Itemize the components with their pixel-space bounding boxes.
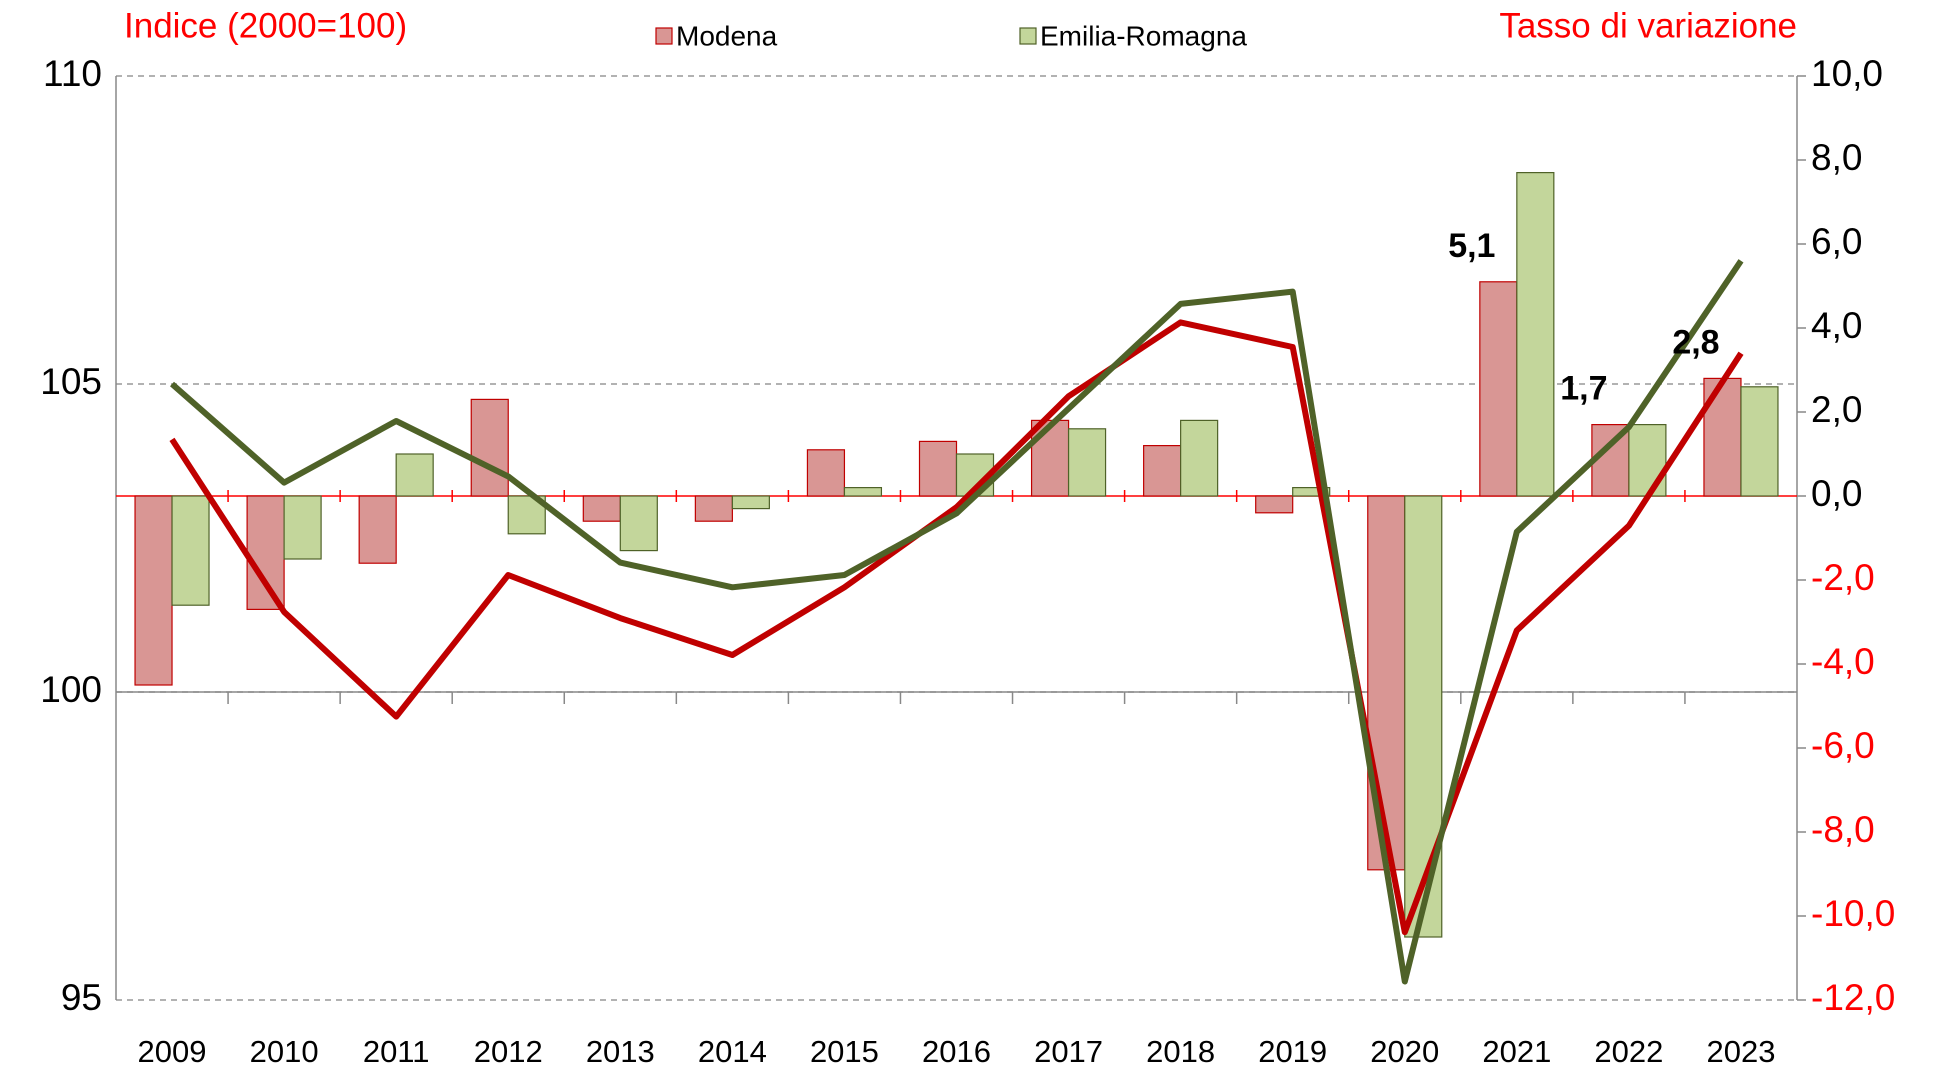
x-tick-label: 2020 (1370, 1034, 1439, 1069)
x-tick-label: 2019 (1258, 1034, 1327, 1069)
y2-tick-label: 0,0 (1811, 473, 1862, 514)
x-tick-label: 2015 (810, 1034, 879, 1069)
data-label: 1,7 (1560, 370, 1607, 408)
index-line (170, 259, 1744, 985)
y-tick-label: 100 (40, 669, 102, 710)
y2-axis-label: Tasso di variazione (1499, 6, 1797, 45)
y-tick-label: 110 (43, 53, 102, 94)
x-tick-label: 2011 (363, 1034, 430, 1069)
y2-tick-label: -4,0 (1811, 641, 1875, 682)
x-tick-label: 2014 (698, 1034, 767, 1069)
x-tick-label: 2009 (138, 1034, 207, 1069)
bar (843, 487, 883, 497)
bar (731, 495, 770, 510)
index-line (169, 319, 1744, 936)
bar (358, 495, 397, 564)
x-tick-label: 2013 (586, 1034, 655, 1069)
y2-tick-label: 4,0 (1811, 305, 1862, 346)
bar (1516, 172, 1555, 497)
bar (470, 398, 509, 497)
y2-tick-label: -6,0 (1811, 725, 1875, 766)
x-tick-label: 2021 (1482, 1034, 1551, 1069)
y2-tick-label: -2,0 (1811, 557, 1875, 598)
data-label: 5,1 (1448, 227, 1495, 265)
bar (246, 495, 285, 611)
bar (1703, 377, 1742, 497)
bar (395, 453, 434, 497)
x-tick-label: 2010 (250, 1034, 319, 1069)
bar (1740, 386, 1779, 497)
bar (619, 495, 658, 552)
y2-tick-label: 2,0 (1811, 389, 1862, 430)
bar (1180, 419, 1219, 497)
x-tick-label: 2017 (1034, 1034, 1103, 1069)
y-tick-label: 95 (61, 977, 102, 1018)
legend-label: Modena (676, 20, 778, 51)
bar (1143, 445, 1182, 497)
y-axis-label: Indice (2000=100) (124, 6, 407, 45)
legend-swatch (1019, 27, 1037, 45)
bar (283, 495, 322, 560)
legend-label: Emilia-Romagna (1040, 20, 1247, 51)
y2-tick-label: 8,0 (1811, 137, 1862, 178)
bar (1255, 495, 1294, 514)
x-tick-label: 2016 (922, 1034, 991, 1069)
bar (582, 495, 621, 522)
y2-tick-label: -10,0 (1811, 893, 1895, 934)
y2-tick-label: -8,0 (1811, 809, 1875, 850)
y2-tick-label: 10,0 (1811, 53, 1883, 94)
bar (918, 440, 958, 497)
y2-tick-label: -12,0 (1811, 977, 1895, 1018)
x-tick-label: 2023 (1706, 1034, 1775, 1069)
y-tick-label: 105 (40, 361, 102, 402)
legend-swatch (655, 27, 673, 45)
data-label: 2,8 (1672, 323, 1719, 361)
bar (694, 495, 733, 522)
bar (1030, 419, 1070, 497)
x-tick-label: 2012 (474, 1034, 543, 1069)
x-tick-label: 2018 (1146, 1034, 1215, 1069)
y2-tick-label: 6,0 (1811, 221, 1862, 262)
bar (1292, 487, 1331, 497)
bar (171, 495, 210, 606)
bar (1067, 428, 1107, 497)
x-tick-label: 2022 (1594, 1034, 1663, 1069)
bar (134, 495, 173, 686)
bar (1367, 495, 1406, 871)
bar (1479, 281, 1518, 497)
bar (1628, 424, 1667, 497)
bar (1404, 495, 1443, 938)
bar (806, 449, 846, 497)
